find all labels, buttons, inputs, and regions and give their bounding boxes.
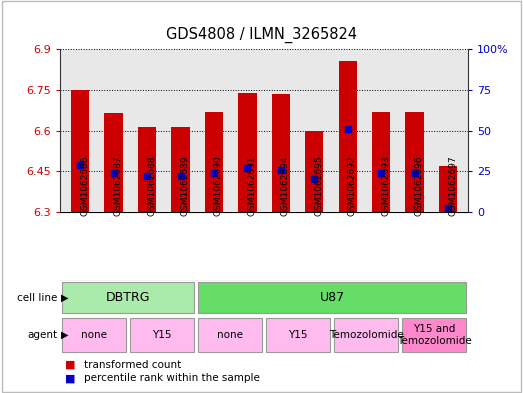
Bar: [62, 282, 195, 313]
Bar: [71, 90, 89, 212]
Bar: [238, 93, 257, 212]
Text: GSM1062686: GSM1062686: [80, 155, 89, 216]
Text: none: none: [217, 330, 243, 340]
Text: GSM1062693: GSM1062693: [381, 155, 390, 216]
Text: cell line: cell line: [17, 293, 58, 303]
Point: [277, 167, 285, 173]
Text: GSM1062689: GSM1062689: [180, 155, 189, 216]
Point: [176, 173, 185, 179]
Bar: [198, 318, 263, 352]
Point: [444, 205, 452, 211]
Text: transformed count: transformed count: [84, 360, 181, 370]
Text: GSM1062687: GSM1062687: [113, 155, 123, 216]
Bar: [305, 131, 323, 212]
Point: [344, 126, 352, 132]
Text: GSM1062694: GSM1062694: [281, 155, 290, 216]
Text: ▶: ▶: [61, 330, 69, 340]
Bar: [405, 112, 424, 212]
Text: U87: U87: [320, 291, 345, 304]
Bar: [130, 318, 195, 352]
Text: GDS4808 / ILMN_3265824: GDS4808 / ILMN_3265824: [166, 27, 357, 43]
Text: Temozolomide: Temozolomide: [329, 330, 403, 340]
Text: ▶: ▶: [61, 293, 69, 303]
Point: [310, 175, 319, 182]
Text: GSM1062697: GSM1062697: [448, 155, 457, 216]
Bar: [271, 94, 290, 212]
Bar: [105, 113, 123, 212]
Bar: [372, 112, 390, 212]
Bar: [334, 318, 399, 352]
Text: agent: agent: [27, 330, 58, 340]
Text: ■: ■: [65, 373, 76, 384]
Bar: [198, 282, 467, 313]
Point: [210, 170, 218, 176]
Text: GSM1062691: GSM1062691: [247, 155, 256, 216]
Bar: [172, 127, 190, 212]
Text: percentile rank within the sample: percentile rank within the sample: [84, 373, 259, 384]
Text: GSM1062695: GSM1062695: [314, 155, 323, 216]
Point: [377, 170, 385, 176]
Bar: [402, 318, 467, 352]
Point: [411, 170, 419, 176]
Point: [76, 162, 84, 168]
Text: GSM1062690: GSM1062690: [214, 155, 223, 216]
Bar: [205, 112, 223, 212]
Bar: [439, 166, 457, 212]
Point: [243, 165, 252, 171]
Text: DBTRG: DBTRG: [106, 291, 151, 304]
Point: [109, 170, 118, 176]
Text: Y15: Y15: [288, 330, 308, 340]
Text: GSM1062696: GSM1062696: [415, 155, 424, 216]
Text: GSM1062692: GSM1062692: [348, 155, 357, 216]
Point: [143, 173, 151, 179]
Bar: [338, 61, 357, 212]
Text: GSM1062688: GSM1062688: [147, 155, 156, 216]
Bar: [266, 318, 331, 352]
Text: ■: ■: [65, 360, 76, 370]
Bar: [62, 318, 127, 352]
Text: Y15 and
Temozolomide: Y15 and Temozolomide: [397, 324, 471, 346]
Text: Y15: Y15: [152, 330, 172, 340]
Bar: [138, 127, 156, 212]
Text: none: none: [81, 330, 107, 340]
